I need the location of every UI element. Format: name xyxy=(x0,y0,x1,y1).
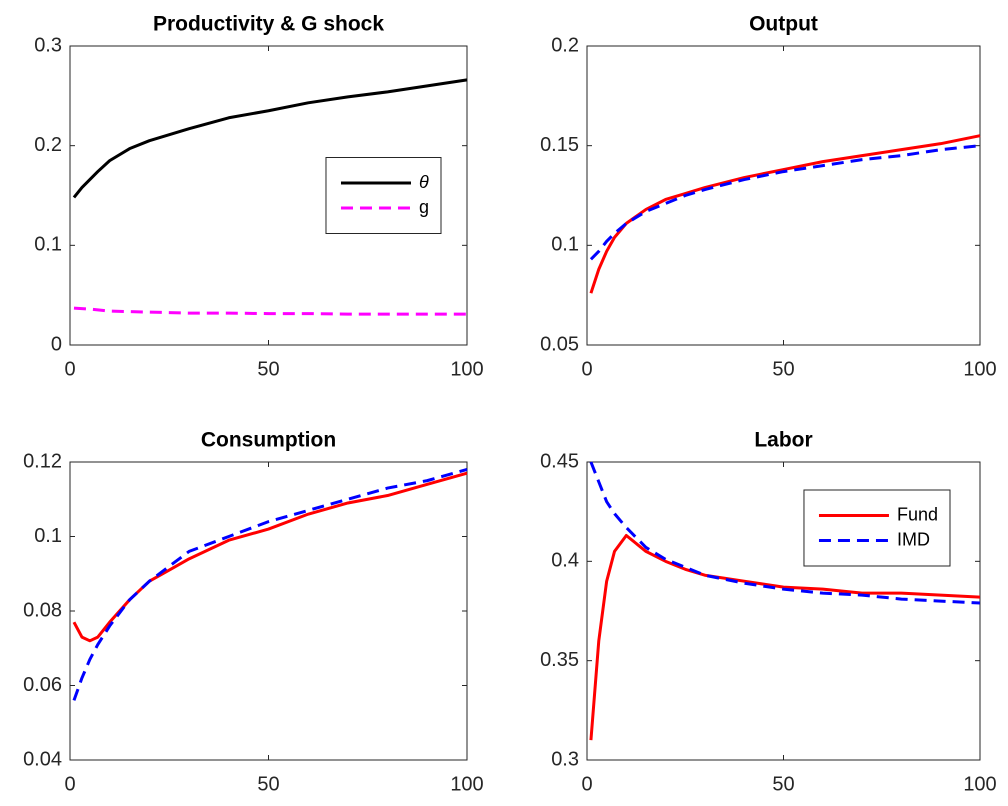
chart-title: Labor xyxy=(754,429,812,452)
series-line xyxy=(73,306,467,316)
y-tick-label: 0.05 xyxy=(540,333,579,355)
series-line xyxy=(72,471,468,643)
subplot: Productivity & G shock 0 0.1 0.2 0.3 0 50 100 θg xyxy=(34,13,484,381)
legend: Fund IMD xyxy=(803,489,951,567)
x-tick-label: 0 xyxy=(64,358,75,380)
x-tick-label: 100 xyxy=(963,358,996,380)
x-tick-label: 50 xyxy=(772,773,794,795)
x-tick-label: 100 xyxy=(450,358,483,380)
y-tick-label: 0.3 xyxy=(551,748,579,770)
y-tick-label: 0.12 xyxy=(23,450,62,472)
chart-title: Output xyxy=(749,13,818,36)
series-line xyxy=(72,468,468,701)
axes-box xyxy=(69,461,468,761)
y-tick-label: 0.1 xyxy=(34,234,62,256)
x-tick-label: 0 xyxy=(581,358,592,380)
x-tick-label: 50 xyxy=(257,773,279,795)
x-tick-label: 100 xyxy=(963,773,996,795)
series-line xyxy=(589,461,981,605)
legend-label: IMD xyxy=(897,529,930,549)
series-line xyxy=(72,78,468,199)
x-tick-label: 0 xyxy=(581,773,592,795)
x-tick-label: 50 xyxy=(772,358,794,380)
series-line xyxy=(589,134,981,294)
legend-box xyxy=(803,489,951,567)
y-tick-label: 0.45 xyxy=(540,450,579,472)
legend-label: θ xyxy=(419,172,429,192)
y-tick-label: 0.06 xyxy=(23,674,62,696)
y-tick-label: 0.2 xyxy=(34,134,62,156)
subplot: Consumption 0.04 0.06 0.08 0.1 0.12 0 50 100 xyxy=(23,429,484,796)
y-tick-label: 0.4 xyxy=(551,550,579,572)
legend-label: Fund xyxy=(897,504,938,524)
y-tick-label: 0.15 xyxy=(540,134,579,156)
series-line xyxy=(589,144,981,261)
y-tick-label: 0.1 xyxy=(551,234,579,256)
chart-title: Productivity & G shock xyxy=(153,13,384,36)
y-tick-label: 0.35 xyxy=(540,649,579,671)
subplot: Output 0.05 0.1 0.15 0.2 0 50 100 xyxy=(540,13,997,381)
y-tick-label: 0.1 xyxy=(34,525,62,547)
subplot: Labor 0.3 0.35 0.4 0.45 0 50 100 Fund IMD xyxy=(540,429,997,796)
x-tick-label: 100 xyxy=(450,773,483,795)
legend-label: g xyxy=(419,197,429,217)
y-tick-label: 0 xyxy=(51,333,62,355)
y-tick-label: 0.04 xyxy=(23,748,62,770)
chart-title: Consumption xyxy=(201,429,336,452)
x-tick-label: 0 xyxy=(64,773,75,795)
y-tick-label: 0.08 xyxy=(23,599,62,621)
y-tick-label: 0.3 xyxy=(34,34,62,56)
legend-box xyxy=(325,157,442,234)
axes-box xyxy=(586,45,981,346)
x-tick-label: 50 xyxy=(257,358,279,380)
legend: θg xyxy=(325,157,442,234)
y-tick-label: 0.2 xyxy=(551,34,579,56)
